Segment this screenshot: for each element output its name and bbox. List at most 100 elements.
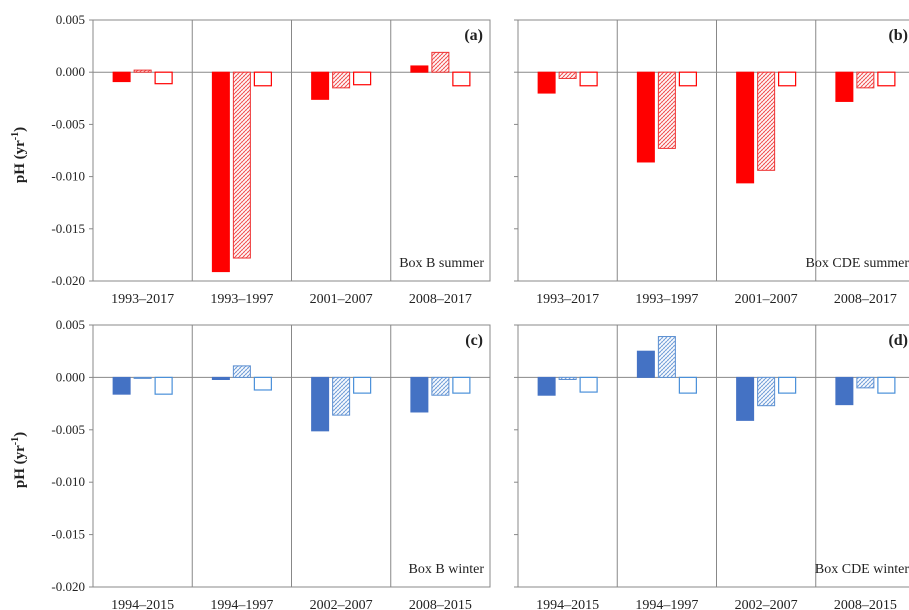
bar-solid <box>112 71 131 83</box>
bar-solid <box>211 376 230 380</box>
plot-frame <box>517 324 909 588</box>
category-label: 2002–2007 <box>735 598 798 610</box>
box-label: Box B winter <box>409 562 485 577</box>
bar-hatched <box>757 376 776 407</box>
bar-hatched <box>232 71 251 259</box>
bar-solid <box>736 376 755 421</box>
bar-hatched <box>856 376 875 389</box>
category-label: 2001–2007 <box>735 292 798 307</box>
bar-hatched <box>558 376 577 380</box>
bar-solid <box>835 376 854 406</box>
bar-outline <box>253 71 272 87</box>
plot-frame <box>517 19 909 282</box>
category-label: 2001–2007 <box>310 292 373 307</box>
bar-hatched <box>757 71 776 171</box>
category-label: 1994–1997 <box>210 598 273 610</box>
box-label: Box B summer <box>399 256 484 271</box>
bar-hatched <box>856 71 875 89</box>
y-axis-label-close: ) <box>12 127 28 132</box>
y-tick-label: -0.020 <box>51 579 85 594</box>
bar-outline <box>877 376 896 394</box>
y-tick-label: -0.020 <box>51 273 85 288</box>
panel-label: (b) <box>888 27 908 44</box>
category-label: 1993–1997 <box>210 292 273 307</box>
y-tick-label: 0.005 <box>56 317 85 332</box>
category-label: 1993–2017 <box>111 292 174 307</box>
chart-panel-4: 1994–2015 1994–1997 2002–2007 2008–2015 (d) B… <box>514 324 909 610</box>
category-label: 1994–2015 <box>536 598 599 610</box>
bar-outline <box>452 376 471 394</box>
y-tick-label: -0.005 <box>51 422 85 437</box>
y-axis-label-close: ) <box>12 432 28 437</box>
chart-panel-3: 0.005 0.000 -0.005 -0.010 -0.015 -0.020 1994–2… <box>51 317 491 610</box>
category-label: 1993–2017 <box>536 292 599 307</box>
bar-hatched <box>332 71 351 89</box>
y-axis-label-bottom: pH (yr-1) <box>10 432 28 488</box>
bar-outline <box>452 71 471 87</box>
bar-hatched <box>558 71 577 79</box>
bar-solid <box>736 71 755 184</box>
y-tick-label: 0.000 <box>56 64 85 79</box>
chart-panel-1: 0.005 0.000 -0.005 -0.010 -0.015 -0.020 1993–2… <box>51 12 491 307</box>
bar-hatched <box>431 376 450 396</box>
bar-outline <box>579 376 598 393</box>
y-tick-label: -0.010 <box>51 474 85 489</box>
bar-solid <box>211 71 230 273</box>
bar-solid <box>112 376 131 395</box>
panel-label: (a) <box>464 27 483 44</box>
bar-hatched <box>657 71 676 149</box>
bar-hatched <box>133 376 152 379</box>
bar-hatched <box>431 51 450 73</box>
bar-solid <box>835 71 854 102</box>
bar-solid <box>410 376 429 413</box>
box-label: Box CDE winter <box>815 562 909 577</box>
bar-outline <box>678 71 697 87</box>
bar-hatched <box>232 365 251 378</box>
bar-outline <box>154 71 173 85</box>
y-axis-label-top: pH (yr-1) <box>10 127 28 183</box>
category-label: 1994–2015 <box>111 598 174 610</box>
chart-panels: 0.005 0.000 -0.005 -0.010 -0.015 -0.020 1993–2… <box>51 12 909 610</box>
bar-solid <box>311 71 330 100</box>
y-axis-label-text: pH (yr <box>12 445 28 488</box>
bar-outline <box>778 376 797 394</box>
y-tick-label: -0.015 <box>51 527 85 542</box>
panel-label: (d) <box>888 332 908 349</box>
bar-outline <box>778 71 797 87</box>
bar-outline <box>678 376 697 394</box>
category-label: 2008–2015 <box>834 598 897 610</box>
y-tick-label: 0.000 <box>56 369 85 384</box>
panel-label: (c) <box>465 332 483 349</box>
category-label: 1994–1997 <box>635 598 698 610</box>
bar-outline <box>877 71 896 87</box>
bar-solid <box>636 71 655 163</box>
y-tick-label: 0.005 <box>56 12 85 27</box>
bar-outline <box>353 71 372 86</box>
bar-hatched <box>133 69 152 73</box>
category-label: 2008–2017 <box>834 292 897 307</box>
category-label: 2008–2015 <box>409 598 472 610</box>
bar-outline <box>579 71 598 87</box>
bar-solid <box>537 71 556 94</box>
y-axis-label-superscript: -1 <box>10 132 21 140</box>
box-label: Box CDE summer <box>806 256 909 271</box>
category-label: 1993–1997 <box>635 292 698 307</box>
bar-solid <box>537 376 556 396</box>
y-axis-label-superscript: -1 <box>10 437 21 445</box>
bar-outline <box>253 376 272 391</box>
y-tick-label: -0.005 <box>51 116 85 131</box>
category-label: 2002–2007 <box>310 598 373 610</box>
y-tick-label: -0.015 <box>51 221 85 236</box>
bar-outline <box>154 376 173 395</box>
bar-solid <box>636 350 655 378</box>
bar-hatched <box>332 376 351 416</box>
chart-panel-2: 1993–2017 1993–1997 2001–2007 2008–2017 (b) B… <box>514 19 909 307</box>
bar-hatched <box>657 336 676 378</box>
y-tick-label: -0.010 <box>51 169 85 184</box>
bar-solid <box>410 65 429 73</box>
category-label: 2008–2017 <box>409 292 472 307</box>
bar-solid <box>311 376 330 432</box>
bar-outline <box>353 376 372 394</box>
y-axis-label-text: pH (yr <box>12 140 28 183</box>
